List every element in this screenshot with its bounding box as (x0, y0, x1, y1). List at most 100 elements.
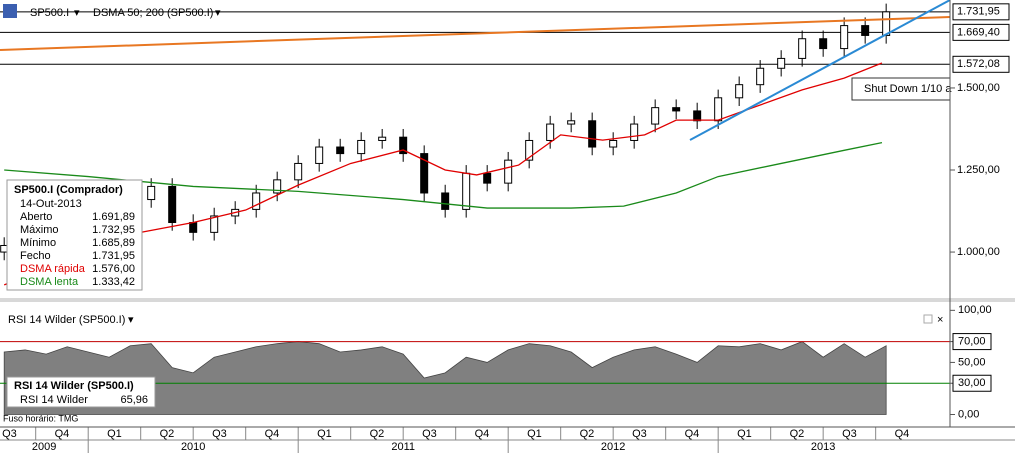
candle-body (399, 136, 408, 155)
candle-body (735, 84, 744, 99)
year-label: 2012 (601, 441, 625, 453)
dropdown-arrow[interactable]: ▾ (215, 7, 221, 19)
x-tick-label: Q1 (527, 428, 542, 440)
info-date: 14-Out-2013 (20, 198, 82, 210)
candle-body (483, 172, 492, 184)
x-tick-label: Q4 (685, 428, 700, 440)
info-value: 1.732,95 (92, 224, 135, 236)
candle-body (210, 215, 219, 233)
time-axis: Q3 Q4 Q1 Q2 Q3 Q4 Q1 Q2 Q3 Q4 Q1 Q2 Q3 Q4 Q1 Q2 Q3 Q42009… (0, 426, 1015, 453)
y-tick-label: 30,00 (958, 377, 986, 389)
candle-body (567, 120, 576, 125)
x-tick-label: Q4 (895, 428, 910, 440)
candle-body (336, 146, 345, 155)
level-label-box (952, 3, 1010, 21)
info-rows: Aberto 1.691,89 Máximo 1.732,95 Mínimo 1.685,… (20, 211, 135, 288)
rsi-box-title: RSI 14 Wilder (SP500.I) (14, 380, 134, 392)
info-value: 1.576,00 (92, 263, 135, 275)
level-label: 1.731,95 (957, 6, 1000, 18)
candle-body (294, 162, 303, 181)
candle-body (693, 110, 702, 122)
x-tick-label: Q4 (55, 428, 70, 440)
candle-body (714, 97, 723, 122)
rsi-box-label: RSI 14 Wilder (20, 394, 88, 406)
y-tick-label: 1.500,00 (957, 82, 1000, 94)
x-tick-label: Q3 (212, 428, 227, 440)
candle-body (462, 172, 471, 210)
candle-body (588, 120, 597, 148)
tick-box (952, 333, 992, 351)
candle-body (357, 139, 366, 155)
info-box (6, 179, 143, 291)
x-tick-label: Q2 (580, 428, 595, 440)
candle-body (189, 222, 198, 233)
rsi-box-value: 65,96 (120, 394, 148, 406)
candle-body (777, 57, 786, 69)
candle-body (441, 192, 450, 210)
rsi-panel: 100,00 70,00 50,00 30,00 0,00 (0, 304, 992, 420)
x-tick-label: Q1 (737, 428, 752, 440)
x-tick-label: Q2 (160, 428, 175, 440)
symbol-icon (3, 4, 17, 18)
candle-body (420, 153, 429, 194)
y-tick-label: 50,00 (958, 356, 986, 368)
x-tick-label: Q1 (317, 428, 332, 440)
close-icon[interactable]: × (937, 314, 943, 326)
candle-body (819, 38, 828, 50)
info-label: Mínimo (20, 237, 56, 249)
info-label: DSMA rápida (20, 263, 86, 275)
dropdown-arrow[interactable]: ▾ (74, 7, 80, 19)
timezone: Fuso horário: TMG (3, 413, 78, 423)
info-label: DSMA lenta (20, 276, 79, 288)
candle-body (147, 185, 156, 201)
level-label-box (952, 23, 1010, 41)
x-tick-label: Q3 (422, 428, 437, 440)
moving-average (4, 141, 883, 209)
info-title: SP500.I (Comprador) (14, 184, 123, 196)
candle-body (546, 123, 555, 141)
candle-body (882, 11, 891, 36)
x-tick-label: Q3 (2, 428, 17, 440)
x-tick-label: Q2 (370, 428, 385, 440)
info-label: Máximo (20, 224, 59, 236)
candle-body (378, 136, 387, 141)
rsi-title[interactable]: RSI 14 Wilder (SP500.I) (8, 314, 125, 326)
indicator[interactable]: DSMA 50; 200 (SP500.I) (93, 7, 213, 19)
info-value: 1.731,95 (92, 250, 135, 262)
x-tick-label: Q4 (475, 428, 490, 440)
candle-body (315, 146, 324, 164)
symbol[interactable]: SP500.I (30, 7, 69, 19)
moving-average (3, 62, 883, 286)
x-tick-label: Q2 (790, 428, 805, 440)
candle-body (672, 107, 681, 112)
level-label-box (952, 55, 1010, 73)
y-tick-label: 0,00 (958, 408, 979, 420)
x-tick-label: Q3 (842, 428, 857, 440)
trend-line (689, 0, 951, 141)
info-value: 1.685,89 (92, 237, 135, 249)
info-value: 1.333,42 (92, 276, 135, 288)
panel-divider (0, 298, 1015, 302)
price-panel: 1.500,00 1.250,00 1.000,00 1.731,95 1.669,40… (0, 3, 1010, 286)
candle-body (798, 38, 807, 59)
candle-body (630, 123, 639, 141)
level-label: 1.669,40 (957, 26, 1000, 38)
trend-line (0, 16, 951, 51)
info-value: 1.691,89 (92, 211, 135, 223)
candle-body (168, 185, 177, 224)
candle-body (525, 139, 534, 161)
annotation: Shut Down 1/10 a (864, 83, 952, 95)
rsi-box (6, 376, 156, 408)
candle-body (252, 192, 261, 210)
tick-box (952, 374, 992, 392)
panel-icon[interactable] (923, 314, 933, 324)
info-label: Fecho (20, 250, 51, 262)
candle-body (273, 179, 282, 194)
rsi-area (3, 341, 887, 415)
dropdown-arrow[interactable]: ▾ (128, 314, 134, 326)
candle-body (756, 67, 765, 86)
year-label: 2013 (811, 441, 835, 453)
candle-body (861, 25, 870, 36)
y-tick-label: 1.000,00 (957, 246, 1000, 258)
